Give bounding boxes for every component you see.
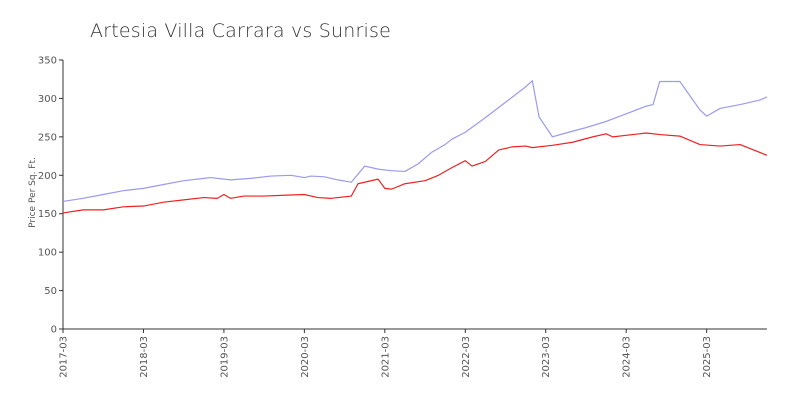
x-tick-label: 2018-03 — [139, 336, 150, 378]
x-tick-label: 2020-03 — [300, 336, 311, 378]
x-tick-label: 2019-03 — [219, 336, 230, 378]
series-line-1 — [62, 80, 768, 203]
y-axis-title: Price Per Sq. Ft. — [28, 157, 38, 228]
y-tick-label: 0 — [51, 325, 57, 336]
x-tick-label: 2023-03 — [541, 336, 552, 378]
y-tick-label: 350 — [38, 56, 57, 67]
y-tick-label: 150 — [38, 209, 57, 220]
chart-title: Artesia Villa Carrara vs Sunrise — [90, 20, 391, 42]
x-tick-label: 2022-03 — [461, 336, 472, 378]
x-tick-label: 2021-03 — [380, 336, 391, 378]
x-tick-label: 2017-03 — [59, 336, 70, 378]
series-line-2 — [62, 132, 768, 214]
y-tick-label: 250 — [38, 132, 57, 143]
x-tick-label: 2025-03 — [702, 336, 713, 378]
y-tick-label: 50 — [44, 286, 57, 297]
y-tick-label: 200 — [38, 171, 57, 182]
y-tick-label: 100 — [38, 248, 57, 259]
y-tick-label: 300 — [38, 94, 57, 105]
x-tick-label: 2024-03 — [622, 336, 633, 378]
